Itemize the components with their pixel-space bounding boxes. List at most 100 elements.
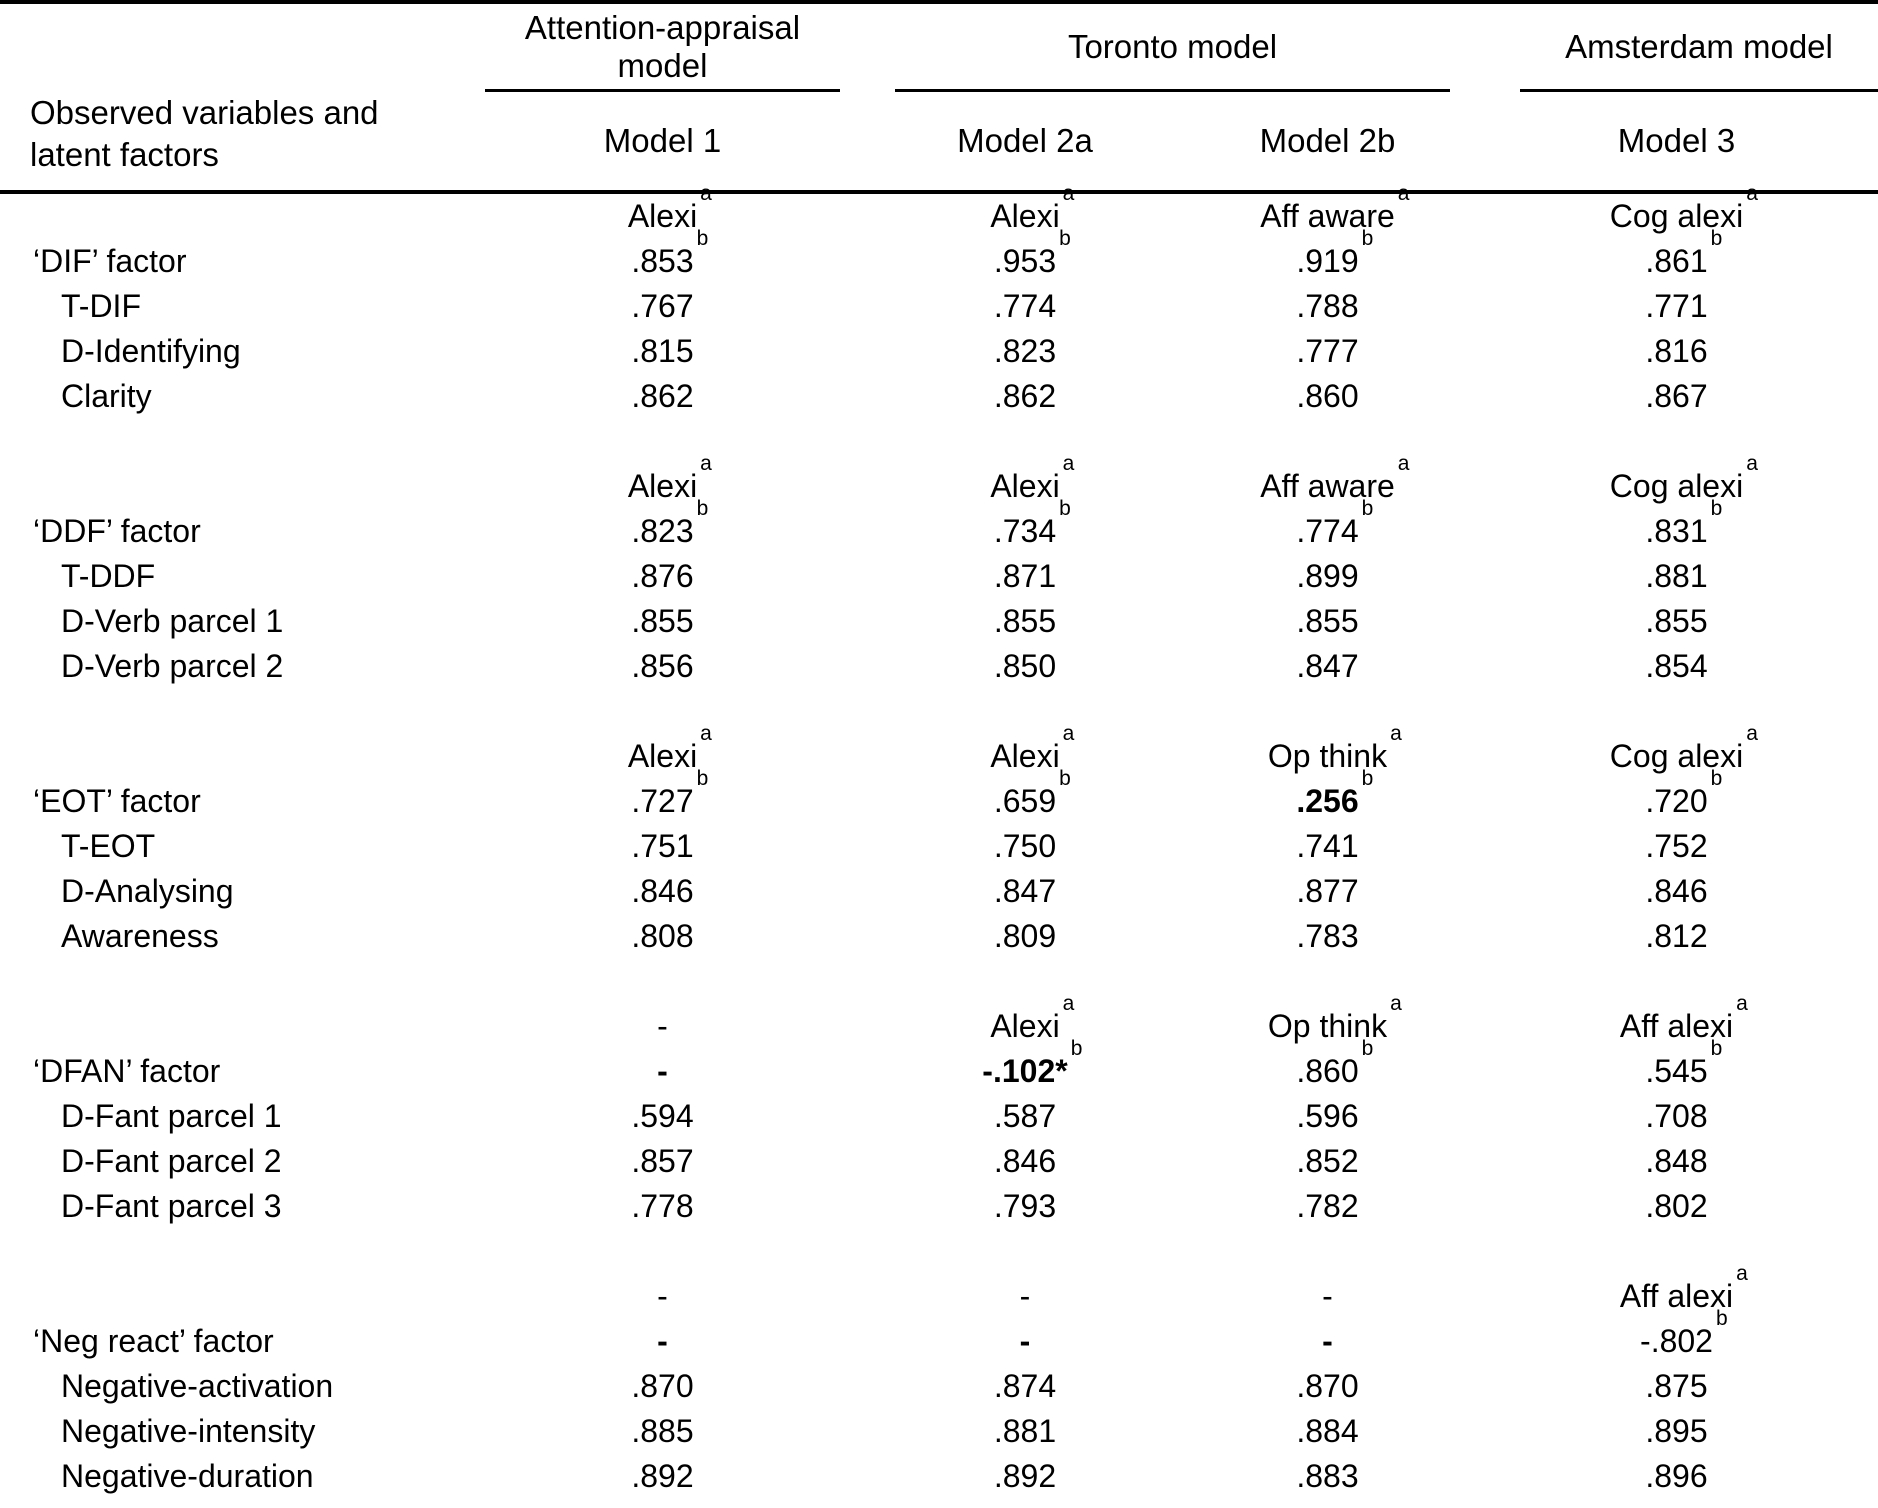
table-body: Alexi a Alexi a Aff aware a Cog alexi a ‘DIF’ fa… (0, 182, 1878, 1499)
value-cell: .876 (455, 554, 870, 599)
value-cell: .777 (1180, 329, 1475, 374)
value-cell: .767 (455, 284, 870, 329)
value-cell: .823 (870, 329, 1180, 374)
value-cell: .919 b (1180, 228, 1475, 284)
cell-value: .855 (1645, 603, 1708, 639)
footnote-superscript: a (1746, 722, 1758, 745)
value-cell: .875 (1475, 1364, 1878, 1409)
value-cell: .862 (455, 374, 870, 419)
col-group-amsterdam: Amsterdam model (1475, 2, 1878, 92)
row-label: D-Verb parcel 2 (61, 648, 284, 684)
col-header-model-1: Model 1 (455, 92, 870, 194)
row-label: ‘DDF’ factor (33, 513, 201, 549)
cell-value: .870 (1296, 1368, 1359, 1404)
value-cell: - (1180, 1274, 1475, 1319)
value-cell: .846 (455, 869, 870, 914)
cell-value: .727 b (631, 767, 709, 819)
row-label-empty (0, 192, 455, 239)
cell-value: .876 (631, 558, 694, 594)
value-cell: .816 (1475, 329, 1878, 374)
cell-value: .892 (631, 1458, 694, 1494)
cell-value: .846 (993, 1143, 1057, 1179)
value-cell: .771 (1475, 284, 1878, 329)
value-cell: - (455, 1049, 870, 1094)
value-cell: .774 b (1180, 498, 1475, 554)
row-label-empty (0, 734, 455, 779)
footnote-superscript: a (1397, 182, 1410, 205)
cell-value: .875 (1645, 1368, 1708, 1404)
value-cell: .885 (455, 1409, 870, 1454)
cell-value: .852 (1296, 1143, 1359, 1179)
value-cell: .809 (870, 914, 1180, 959)
value-cell: Aff aware a (1180, 183, 1475, 239)
footnote-superscript: a (1062, 182, 1075, 205)
row-label: T-DDF (61, 558, 156, 594)
row-label-empty (0, 1274, 455, 1319)
cell-value: .774 (993, 288, 1057, 324)
value-cell: Alexi a (455, 453, 870, 509)
table-row: D-Identifying .815 .823 .777 .816 (0, 329, 1878, 374)
value-cell: .750 (870, 824, 1180, 869)
cell-value: .741 (1296, 828, 1359, 864)
value-cell: .870 (455, 1364, 870, 1409)
value-cell: .846 (870, 1139, 1180, 1184)
footnote-superscript: b (1059, 497, 1071, 520)
value-cell: .587 (870, 1094, 1180, 1139)
cell-value: .812 (1645, 918, 1708, 954)
cell-value: .895 (1645, 1413, 1708, 1449)
cell-value: .855 (993, 603, 1057, 639)
spacer-cell (0, 1229, 1878, 1274)
significance-asterisk: * (1055, 1053, 1068, 1089)
value-cell: .953 b (870, 228, 1180, 284)
value-cell: Alexi a (870, 453, 1180, 509)
value-cell: Aff aware a (1180, 453, 1475, 509)
footnote-superscript: b (1361, 227, 1374, 250)
row-label: D-Fant parcel 3 (61, 1188, 282, 1224)
cell-value: .883 (1296, 1458, 1359, 1494)
cell-value: .734 b (993, 497, 1071, 549)
value-cell: .708 (1475, 1094, 1878, 1139)
cell-value: .831 b (1645, 497, 1723, 549)
cell-value: Alexi a (990, 722, 1075, 774)
row-label: D-Verb parcel 1 (61, 603, 284, 639)
footnote-superscript: b (1710, 227, 1723, 250)
table-row: T-DDF .876 .871 .899 .881 (0, 554, 1878, 599)
value-cell: .741 (1180, 824, 1475, 869)
table-row: Negative-duration .892 .892 .883 .896 (0, 1454, 1878, 1499)
value-cell: .884 (1180, 1409, 1475, 1454)
footnote-superscript: a (1062, 992, 1075, 1015)
footnote-superscript: a (1062, 452, 1075, 475)
cell-value: .870 (631, 1368, 694, 1404)
cell-value: .855 (1296, 603, 1359, 639)
cell-value: .596 (1296, 1098, 1359, 1134)
cell-value: - (1322, 1278, 1333, 1314)
cell-value: Op think a (1267, 722, 1402, 774)
table-row: D-Fant parcel 1 .594 .587 .596 .708 (0, 1094, 1878, 1139)
value-cell: .860 b (1180, 1038, 1475, 1094)
cell-value: .847 (1296, 648, 1359, 684)
table-row: T-DIF .767 .774 .788 .771 (0, 284, 1878, 329)
footnote-superscript: a (1736, 1262, 1748, 1285)
table-row: Negative-intensity .885 .881 .884 .895 (0, 1409, 1878, 1454)
value-cell: Op think a (1180, 722, 1475, 779)
row-label: Clarity (61, 378, 152, 414)
value-cell: .855 (1180, 599, 1475, 644)
value-cell: .256 b (1180, 768, 1475, 824)
model-header-row: Model 1 Model 2a Model 2b Model 3 (0, 92, 1878, 194)
value-cell: .895 (1475, 1409, 1878, 1454)
cell-value: .850 (993, 648, 1057, 684)
cell-value: Aff alexi a (1619, 992, 1748, 1044)
value-cell: .877 (1180, 869, 1475, 914)
footnote-superscript: b (1059, 767, 1071, 790)
value-cell: - (455, 1319, 870, 1364)
cell-value: .594 (631, 1098, 694, 1134)
cell-value: .783 (1296, 918, 1359, 954)
value-cell: .871 (870, 554, 1180, 599)
cell-value: - (1322, 1323, 1333, 1359)
cell-value: Cog alexi a (1609, 182, 1758, 234)
cell-value: .659 b (993, 767, 1071, 819)
value-cell: .855 (870, 599, 1180, 644)
stub-header: Observed variables and latent factors (0, 2, 455, 194)
cell-value: - (657, 1008, 668, 1044)
table-row: T-EOT .751 .750 .741 .752 (0, 824, 1878, 869)
